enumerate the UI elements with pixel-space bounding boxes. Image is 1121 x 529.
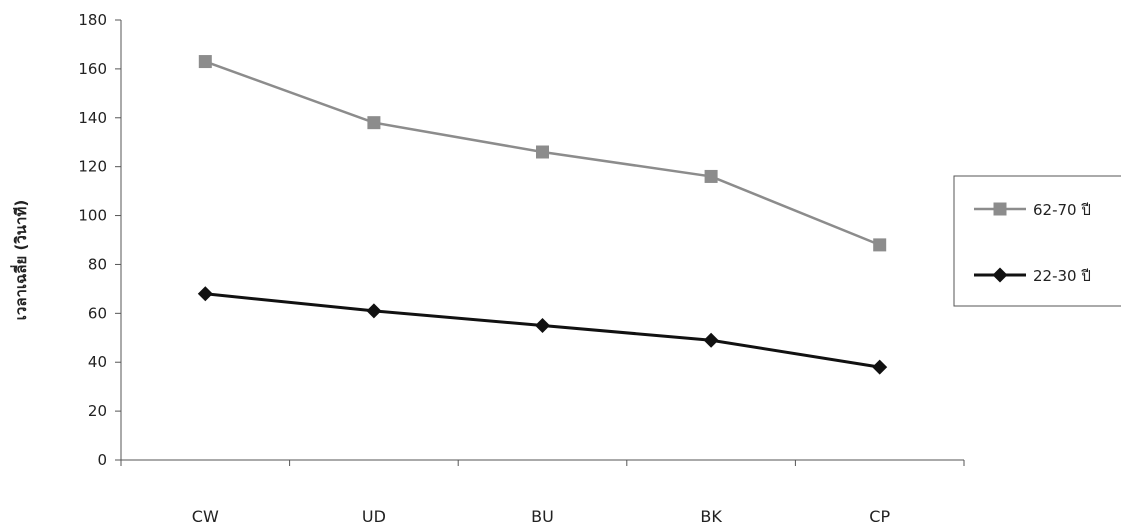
data-point <box>367 116 381 130</box>
x-tick-label: CP <box>869 507 890 526</box>
y-axis-ticks: 0 20 40 60 80 100 120 140 160 180 <box>78 11 121 469</box>
y-tick-label: 140 <box>78 109 107 127</box>
legend-label: 22-30 ปี <box>1033 267 1091 285</box>
data-point <box>536 145 549 159</box>
y-tick-label: 0 <box>97 451 107 469</box>
data-point <box>703 332 719 348</box>
series-group <box>197 55 888 375</box>
y-tick-label: 80 <box>88 255 107 273</box>
y-tick-label: 40 <box>88 353 107 371</box>
legend-marker <box>993 202 1007 216</box>
series-2 <box>197 286 888 375</box>
legend-box <box>953 175 1121 307</box>
y-tick-label: 100 <box>78 207 107 225</box>
y-tick-label: 120 <box>78 158 107 176</box>
x-tick-label: BU <box>531 507 554 526</box>
legend: 62-70 ปี 22-30 ปี <box>953 175 1121 307</box>
legend-item: 62-70 ปี <box>974 201 1091 219</box>
data-point <box>873 238 887 252</box>
y-tick-label: 160 <box>78 60 107 78</box>
axes <box>120 20 964 461</box>
y-tick-label: 20 <box>88 402 107 420</box>
x-tick-label: BK <box>700 507 722 526</box>
data-point <box>366 303 382 319</box>
y-axis-title: เวลาเฉลี่ย (วินาที) <box>10 200 30 320</box>
legend-item: 22-30 ปี <box>974 267 1091 285</box>
legend-label: 62-70 ปี <box>1033 201 1091 219</box>
x-tick-label: CW <box>192 507 219 526</box>
data-point <box>872 359 888 375</box>
x-axis-ticks: CW UD BU BK CP <box>120 460 965 526</box>
legend-marker <box>992 267 1008 283</box>
y-tick-label: 60 <box>88 304 107 322</box>
x-tick-label: UD <box>362 507 386 526</box>
data-point <box>535 318 550 334</box>
data-point <box>198 55 212 69</box>
data-point <box>704 169 718 183</box>
series-1 <box>198 55 887 252</box>
data-point <box>197 286 213 302</box>
y-tick-label: 180 <box>78 11 107 29</box>
